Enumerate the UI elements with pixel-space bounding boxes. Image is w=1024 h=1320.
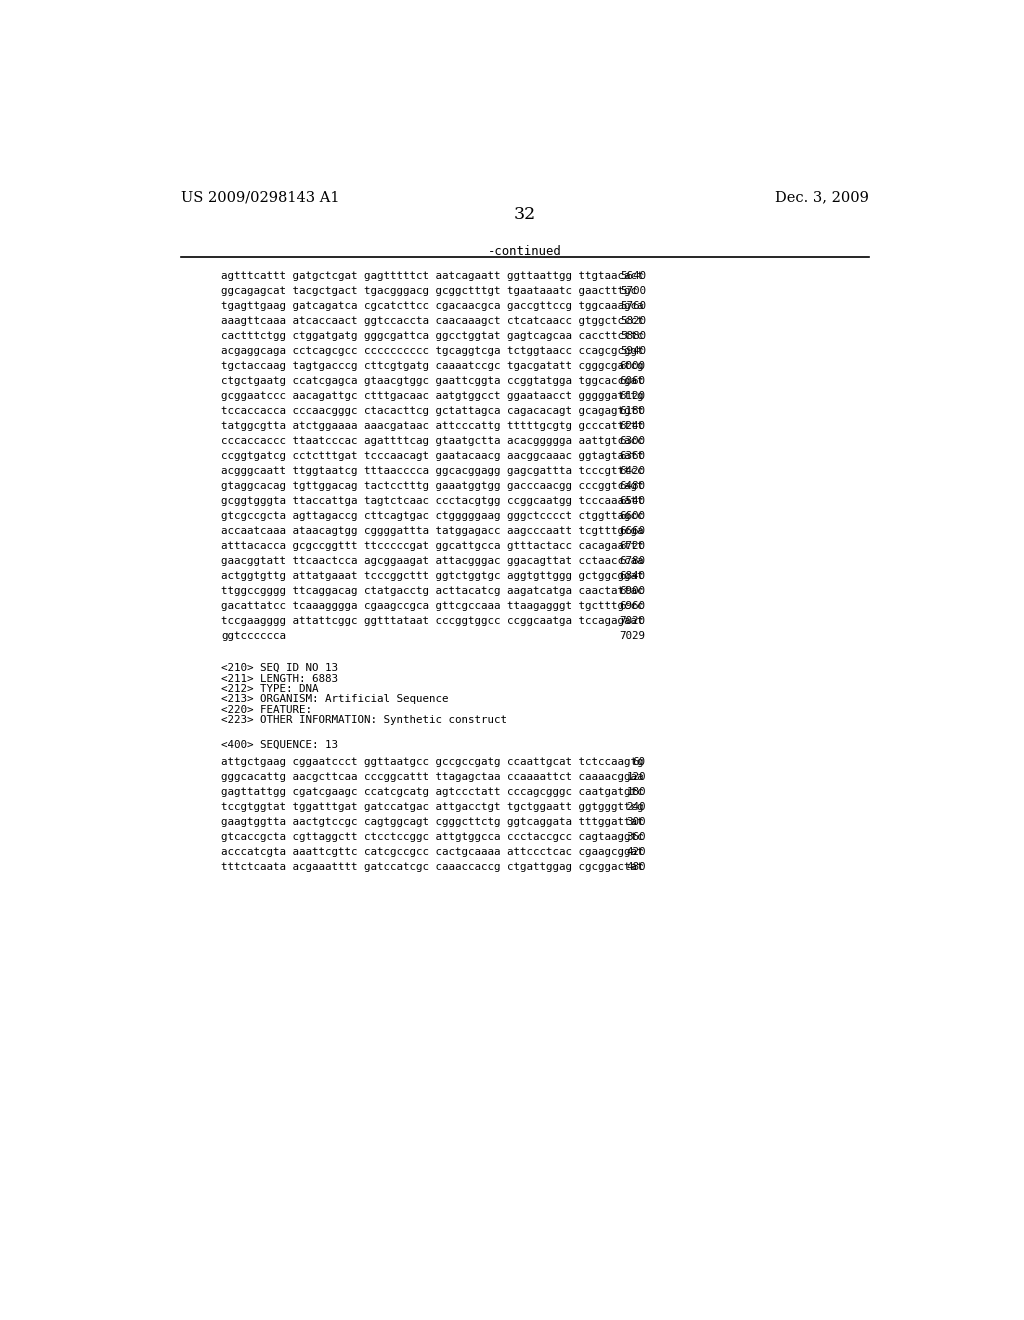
Text: 480: 480 <box>627 862 646 871</box>
Text: 5880: 5880 <box>620 331 646 341</box>
Text: 240: 240 <box>627 801 646 812</box>
Text: 180: 180 <box>627 787 646 797</box>
Text: gaagtggtta aactgtccgc cagtggcagt cgggcttctg ggtcaggata tttggattat: gaagtggtta aactgtccgc cagtggcagt cgggctt… <box>221 817 643 826</box>
Text: ggcagagcat tacgctgact tgacgggacg gcggctttgt tgaataaatc gaactttgc: ggcagagcat tacgctgact tgacgggacg gcggctt… <box>221 286 637 296</box>
Text: tccaccacca cccaacgggc ctacacttcg gctattagca cagacacagt gcagagtgtt: tccaccacca cccaacgggc ctacacttcg gctatta… <box>221 407 643 416</box>
Text: atttacacca gcgccggttt ttcccccgat ggcattgcca gtttactacc cacagaattt: atttacacca gcgccggttt ttcccccgat ggcattg… <box>221 541 643 550</box>
Text: tttctcaata acgaaatttt gatccatcgc caaaccaccg ctgattggag cgcggactat: tttctcaata acgaaatttt gatccatcgc caaacca… <box>221 862 643 871</box>
Text: gaacggtatt ttcaactcca agcggaagat attacgggac ggacagttat cctaacccaa: gaacggtatt ttcaactcca agcggaagat attacgg… <box>221 556 643 566</box>
Text: <210> SEQ ID NO 13: <210> SEQ ID NO 13 <box>221 663 338 673</box>
Text: <212> TYPE: DNA: <212> TYPE: DNA <box>221 684 318 694</box>
Text: 360: 360 <box>627 832 646 842</box>
Text: cccaccaccc ttaatcccac agattttcag gtaatgctta acacggggga aattgtcacc: cccaccaccc ttaatcccac agattttcag gtaatgc… <box>221 436 643 446</box>
Text: 6480: 6480 <box>620 480 646 491</box>
Text: tccgaagggg attattcggc ggtttataat cccggtggcc ccggcaatga tccagagaat: tccgaagggg attattcggc ggtttataat cccggtg… <box>221 616 643 626</box>
Text: ctgctgaatg ccatcgagca gtaacgtggc gaattcggta ccggtatgga tggcaccgat: ctgctgaatg ccatcgagca gtaacgtggc gaattcg… <box>221 376 643 385</box>
Text: tgctaccaag tagtgacccg cttcgtgatg caaaatccgc tgacgatatt cgggcgatcg: tgctaccaag tagtgacccg cttcgtgatg caaaatc… <box>221 360 643 371</box>
Text: <223> OTHER INFORMATION: Synthetic construct: <223> OTHER INFORMATION: Synthetic const… <box>221 715 507 725</box>
Text: gtcgccgcta agttagaccg cttcagtgac ctgggggaag gggctcccct ctggttagcc: gtcgccgcta agttagaccg cttcagtgac ctggggg… <box>221 511 643 521</box>
Text: 6000: 6000 <box>620 360 646 371</box>
Text: 60: 60 <box>633 756 646 767</box>
Text: 6840: 6840 <box>620 572 646 581</box>
Text: gcggtgggta ttaccattga tagtctcaac ccctacgtgg ccggcaatgg tcccaaaatt: gcggtgggta ttaccattga tagtctcaac ccctacg… <box>221 496 643 506</box>
Text: acgggcaatt ttggtaatcg tttaacccca ggcacggagg gagcgattta tcccgtttcc: acgggcaatt ttggtaatcg tttaacccca ggcacgg… <box>221 466 643 477</box>
Text: acccatcgta aaattcgttc catcgccgcc cactgcaaaa attccctcac cgaagcggat: acccatcgta aaattcgttc catcgccgcc cactgca… <box>221 847 643 857</box>
Text: cactttctgg ctggatgatg gggcgattca ggcctggtat gagtcagcaa caccttcttc: cactttctgg ctggatgatg gggcgattca ggcctgg… <box>221 331 643 341</box>
Text: gtcaccgcta cgttaggctt ctcctccggc attgtggcca ccctaccgcc cagtaaggtc: gtcaccgcta cgttaggctt ctcctccggc attgtgg… <box>221 832 643 842</box>
Text: tgagttgaag gatcagatca cgcatcttcc cgacaacgca gaccgttccg tggcaaagca: tgagttgaag gatcagatca cgcatcttcc cgacaac… <box>221 301 643 310</box>
Text: gcggaatccc aacagattgc ctttgacaac aatgtggcct ggaataacct gggggatttg: gcggaatccc aacagattgc ctttgacaac aatgtgg… <box>221 391 643 401</box>
Text: <211> LENGTH: 6883: <211> LENGTH: 6883 <box>221 673 338 684</box>
Text: <220> FEATURE:: <220> FEATURE: <box>221 705 312 714</box>
Text: 6300: 6300 <box>620 436 646 446</box>
Text: gacattatcc tcaaagggga cgaagccgca gttcgccaaa ttaagagggt tgctttgccc: gacattatcc tcaaagggga cgaagccgca gttcgcc… <box>221 601 643 611</box>
Text: 6360: 6360 <box>620 451 646 461</box>
Text: 6060: 6060 <box>620 376 646 385</box>
Text: -continued: -continued <box>487 244 562 257</box>
Text: 7029: 7029 <box>620 631 646 642</box>
Text: gggcacattg aacgcttcaa cccggcattt ttagagctaa ccaaaattct caaaacggaa: gggcacattg aacgcttcaa cccggcattt ttagagc… <box>221 772 643 781</box>
Text: ccggtgatcg cctctttgat tcccaacagt gaatacaacg aacggcaaac ggtagtaatt: ccggtgatcg cctctttgat tcccaacagt gaataca… <box>221 451 643 461</box>
Text: 32: 32 <box>514 206 536 223</box>
Text: 6720: 6720 <box>620 541 646 550</box>
Text: acgaggcaga cctcagcgcc cccccccccc tgcaggtcga tctggtaacc ccagcgcggt: acgaggcaga cctcagcgcc cccccccccc tgcaggt… <box>221 346 643 356</box>
Text: aaagttcaaa atcaccaact ggtccaccta caacaaagct ctcatcaacc gtggctccct: aaagttcaaa atcaccaact ggtccaccta caacaaa… <box>221 315 643 326</box>
Text: attgctgaag cggaatccct ggttaatgcc gccgccgatg ccaattgcat tctccaagtg: attgctgaag cggaatccct ggttaatgcc gccgccg… <box>221 756 643 767</box>
Text: <213> ORGANISM: Artificial Sequence: <213> ORGANISM: Artificial Sequence <box>221 694 449 705</box>
Text: ttggccgggg ttcaggacag ctatgacctg acttacatcg aagatcatga caactattac: ttggccgggg ttcaggacag ctatgacctg acttaca… <box>221 586 643 597</box>
Text: 6600: 6600 <box>620 511 646 521</box>
Text: 6900: 6900 <box>620 586 646 597</box>
Text: 6240: 6240 <box>620 421 646 430</box>
Text: 300: 300 <box>627 817 646 826</box>
Text: <400> SEQUENCE: 13: <400> SEQUENCE: 13 <box>221 739 338 750</box>
Text: 6780: 6780 <box>620 556 646 566</box>
Text: 6960: 6960 <box>620 601 646 611</box>
Text: 5760: 5760 <box>620 301 646 310</box>
Text: gtaggcacag tgttggacag tactcctttg gaaatggtgg gacccaacgg cccggtcagt: gtaggcacag tgttggacag tactcctttg gaaatgg… <box>221 480 643 491</box>
Text: 6420: 6420 <box>620 466 646 477</box>
Text: accaatcaaa ataacagtgg cggggattta tatggagacc aagcccaatt tcgtttgcga: accaatcaaa ataacagtgg cggggattta tatggag… <box>221 527 643 536</box>
Text: gagttattgg cgatcgaagc ccatcgcatg agtccctatt cccagcgggc caatgatgtc: gagttattgg cgatcgaagc ccatcgcatg agtccct… <box>221 787 643 797</box>
Text: US 2009/0298143 A1: US 2009/0298143 A1 <box>180 191 339 205</box>
Text: actggtgttg attatgaaat tcccggcttt ggtctggtgc aggtgttggg gctggcggat: actggtgttg attatgaaat tcccggcttt ggtctgg… <box>221 572 643 581</box>
Text: 5940: 5940 <box>620 346 646 356</box>
Text: Dec. 3, 2009: Dec. 3, 2009 <box>775 191 869 205</box>
Text: 420: 420 <box>627 847 646 857</box>
Text: 7020: 7020 <box>620 616 646 626</box>
Text: 5640: 5640 <box>620 271 646 281</box>
Text: 6660: 6660 <box>620 527 646 536</box>
Text: 6120: 6120 <box>620 391 646 401</box>
Text: 5820: 5820 <box>620 315 646 326</box>
Text: agtttcattt gatgctcgat gagtttttct aatcagaatt ggttaattgg ttgtaacact: agtttcattt gatgctcgat gagtttttct aatcaga… <box>221 271 643 281</box>
Text: tccgtggtat tggatttgat gatccatgac attgacctgt tgctggaatt ggtgggttcg: tccgtggtat tggatttgat gatccatgac attgacc… <box>221 801 643 812</box>
Text: 6180: 6180 <box>620 407 646 416</box>
Text: 6540: 6540 <box>620 496 646 506</box>
Text: 120: 120 <box>627 772 646 781</box>
Text: tatggcgtta atctggaaaa aaacgataac attcccattg tttttgcgtg gcccattttt: tatggcgtta atctggaaaa aaacgataac attccca… <box>221 421 643 430</box>
Text: ggtcccccca: ggtcccccca <box>221 631 286 642</box>
Text: 5700: 5700 <box>620 286 646 296</box>
